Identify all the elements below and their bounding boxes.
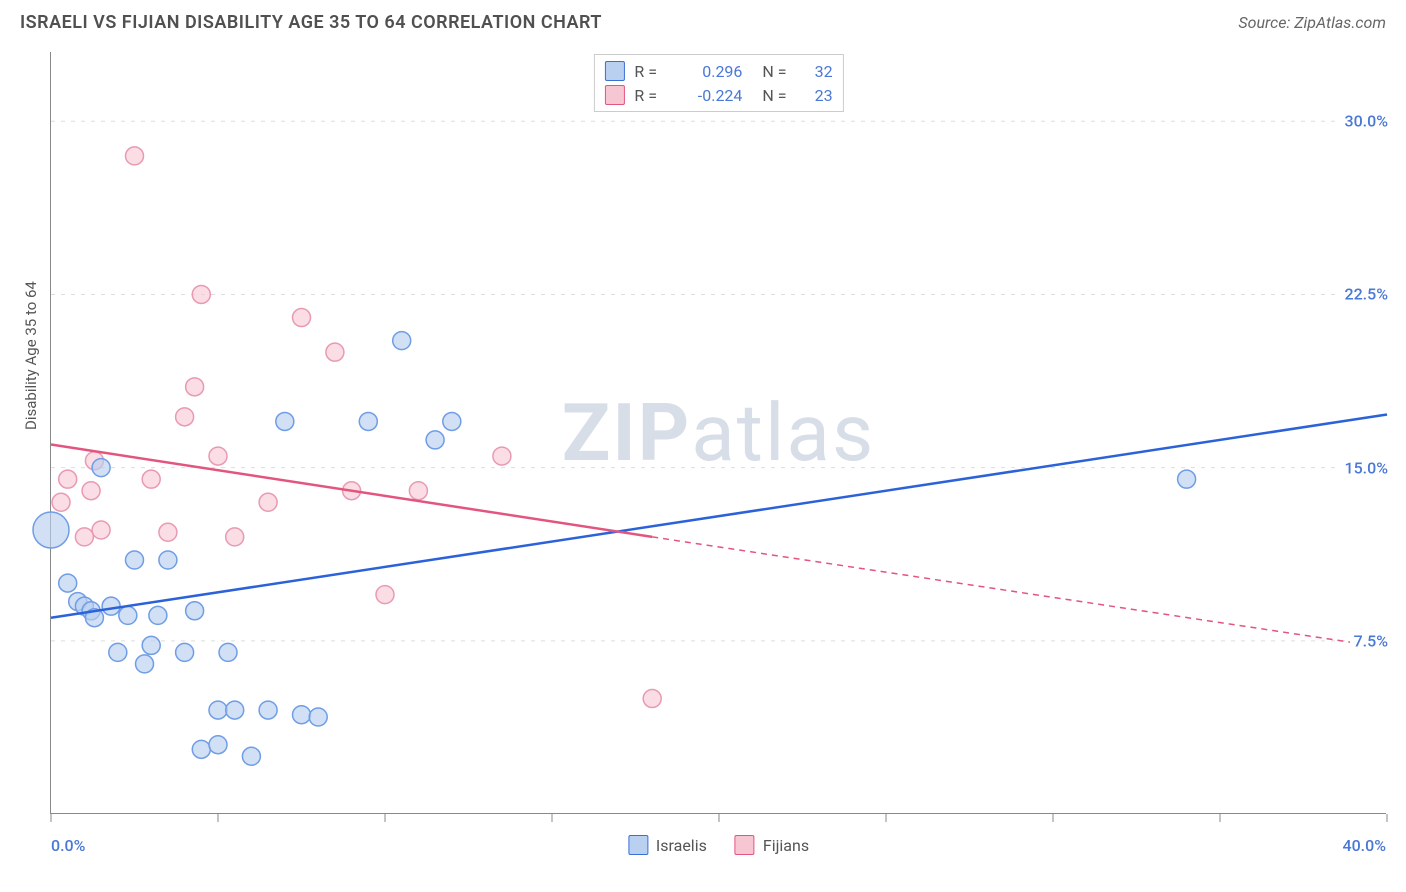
plot-area: ZIPatlas 7.5% 15.0% 22.5% 30.0% 0.0% 40.… xyxy=(50,52,1386,814)
legend-row-fijians: R = -0.224 N = 23 xyxy=(604,83,832,107)
r-label: R = xyxy=(634,86,668,105)
x-min-label: 0.0% xyxy=(51,836,85,855)
y-axis-title: Disability Age 35 to 64 xyxy=(22,281,40,430)
legend-label: Israelis xyxy=(656,836,707,855)
n-label: N = xyxy=(762,62,786,81)
chart-header: ISRAELI VS FIJIAN DISABILITY AGE 35 TO 6… xyxy=(0,0,1406,43)
y-tick-label: 22.5% xyxy=(1340,285,1388,304)
swatch-icon xyxy=(604,61,624,81)
source-label: Source: ZipAtlas.com xyxy=(1238,13,1386,32)
r-value: -0.224 xyxy=(678,86,742,105)
legend-item-israelis: Israelis xyxy=(628,835,707,855)
chart-svg xyxy=(51,52,1386,813)
chart-title: ISRAELI VS FIJIAN DISABILITY AGE 35 TO 6… xyxy=(20,12,602,33)
r-value: 0.296 xyxy=(678,62,742,81)
swatch-icon xyxy=(628,835,648,855)
y-tick-label: 30.0% xyxy=(1340,112,1388,131)
n-value: 32 xyxy=(801,62,833,81)
n-label: N = xyxy=(762,86,786,105)
legend-correlation: R = 0.296 N = 32 R = -0.224 N = 23 xyxy=(593,54,843,112)
legend-series: Israelis Fijians xyxy=(628,835,809,855)
r-label: R = xyxy=(634,62,668,81)
legend-row-israelis: R = 0.296 N = 32 xyxy=(604,59,832,83)
swatch-icon xyxy=(604,85,624,105)
swatch-icon xyxy=(735,835,755,855)
y-tick-label: 15.0% xyxy=(1340,458,1388,477)
n-value: 23 xyxy=(801,86,833,105)
y-tick-label: 7.5% xyxy=(1350,631,1388,650)
legend-item-fijians: Fijians xyxy=(735,835,809,855)
legend-label: Fijians xyxy=(763,836,809,855)
x-max-label: 40.0% xyxy=(1342,836,1386,855)
